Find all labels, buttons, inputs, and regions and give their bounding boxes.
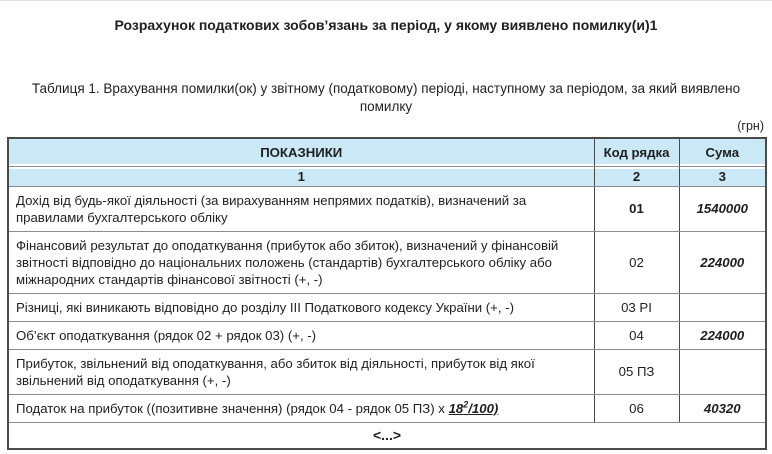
sum-cell — [678, 292, 767, 322]
table-row: Прибуток, звільнений від оподаткування, … — [7, 348, 767, 395]
indicator-cell: Об’єкт оподаткування (рядок 02 + рядок 0… — [7, 320, 595, 350]
sum-cell — [678, 348, 767, 395]
table-row: Об’єкт оподаткування (рядок 02 + рядок 0… — [7, 320, 767, 350]
indicator-cell: Фінансовий результат до оподаткування (п… — [7, 230, 595, 294]
sum-cell: 224000 — [678, 230, 767, 294]
tax-liability-table: ПОКАЗНИКИ Код рядка Сума 1 2 3 Дохід від… — [7, 137, 767, 450]
row-code-cell: 01 — [593, 185, 680, 232]
sum-cell: 1540000 — [678, 185, 767, 232]
header-cell-sum: Сума — [678, 137, 767, 167]
table-caption: Таблиця 1. Врахування помилки(ок) у звіт… — [31, 81, 741, 114]
row-code-cell: 02 — [593, 230, 680, 294]
column-number-row: 1 2 3 — [7, 165, 767, 187]
row-code-cell: 03 РІ — [593, 292, 680, 322]
header-cell-indicators: ПОКАЗНИКИ — [7, 137, 595, 167]
row-code-cell: 04 — [593, 320, 680, 350]
sum-cell: 224000 — [678, 320, 767, 350]
table-header-row: ПОКАЗНИКИ Код рядка Сума — [7, 137, 767, 167]
sum-cell: 40320 — [678, 393, 767, 423]
column-number-1: 1 — [7, 165, 595, 187]
document-page: Розрахунок податкових зобов’язань за пер… — [0, 17, 772, 450]
row-code-cell: 06 — [593, 393, 680, 423]
indicator-cell: Прибуток, звільнений від оподаткування, … — [7, 348, 595, 395]
currency-note: (грн) — [737, 119, 764, 133]
table-row: Дохід від будь-якої діяльності (за вирах… — [7, 185, 767, 232]
table-row: Фінансовий результат до оподаткування (п… — [7, 230, 767, 294]
indicator-cell: Дохід від будь-якої діяльності (за вирах… — [7, 185, 595, 232]
table-row: Різниці, які виникають відповідно до роз… — [7, 292, 767, 322]
table-row: Податок на прибуток ((позитивне значення… — [7, 393, 767, 423]
row-code-cell: 05 ПЗ — [593, 348, 680, 395]
indicator-cell: Різниці, які виникають відповідно до роз… — [7, 292, 595, 322]
tax-rate-formula: 182/100) — [448, 399, 499, 416]
table-body: Дохід від будь-якої діяльності (за вирах… — [7, 185, 767, 423]
table-footer-row: <...> — [7, 421, 767, 450]
header-cell-row-code: Код рядка — [593, 137, 680, 167]
page-title: Розрахунок податкових зобов’язань за пер… — [114, 17, 658, 33]
column-number-3: 3 — [678, 165, 767, 187]
column-number-2: 2 — [593, 165, 680, 187]
ellipsis-cell: <...> — [7, 421, 767, 450]
indicator-cell: Податок на прибуток ((позитивне значення… — [7, 393, 595, 423]
